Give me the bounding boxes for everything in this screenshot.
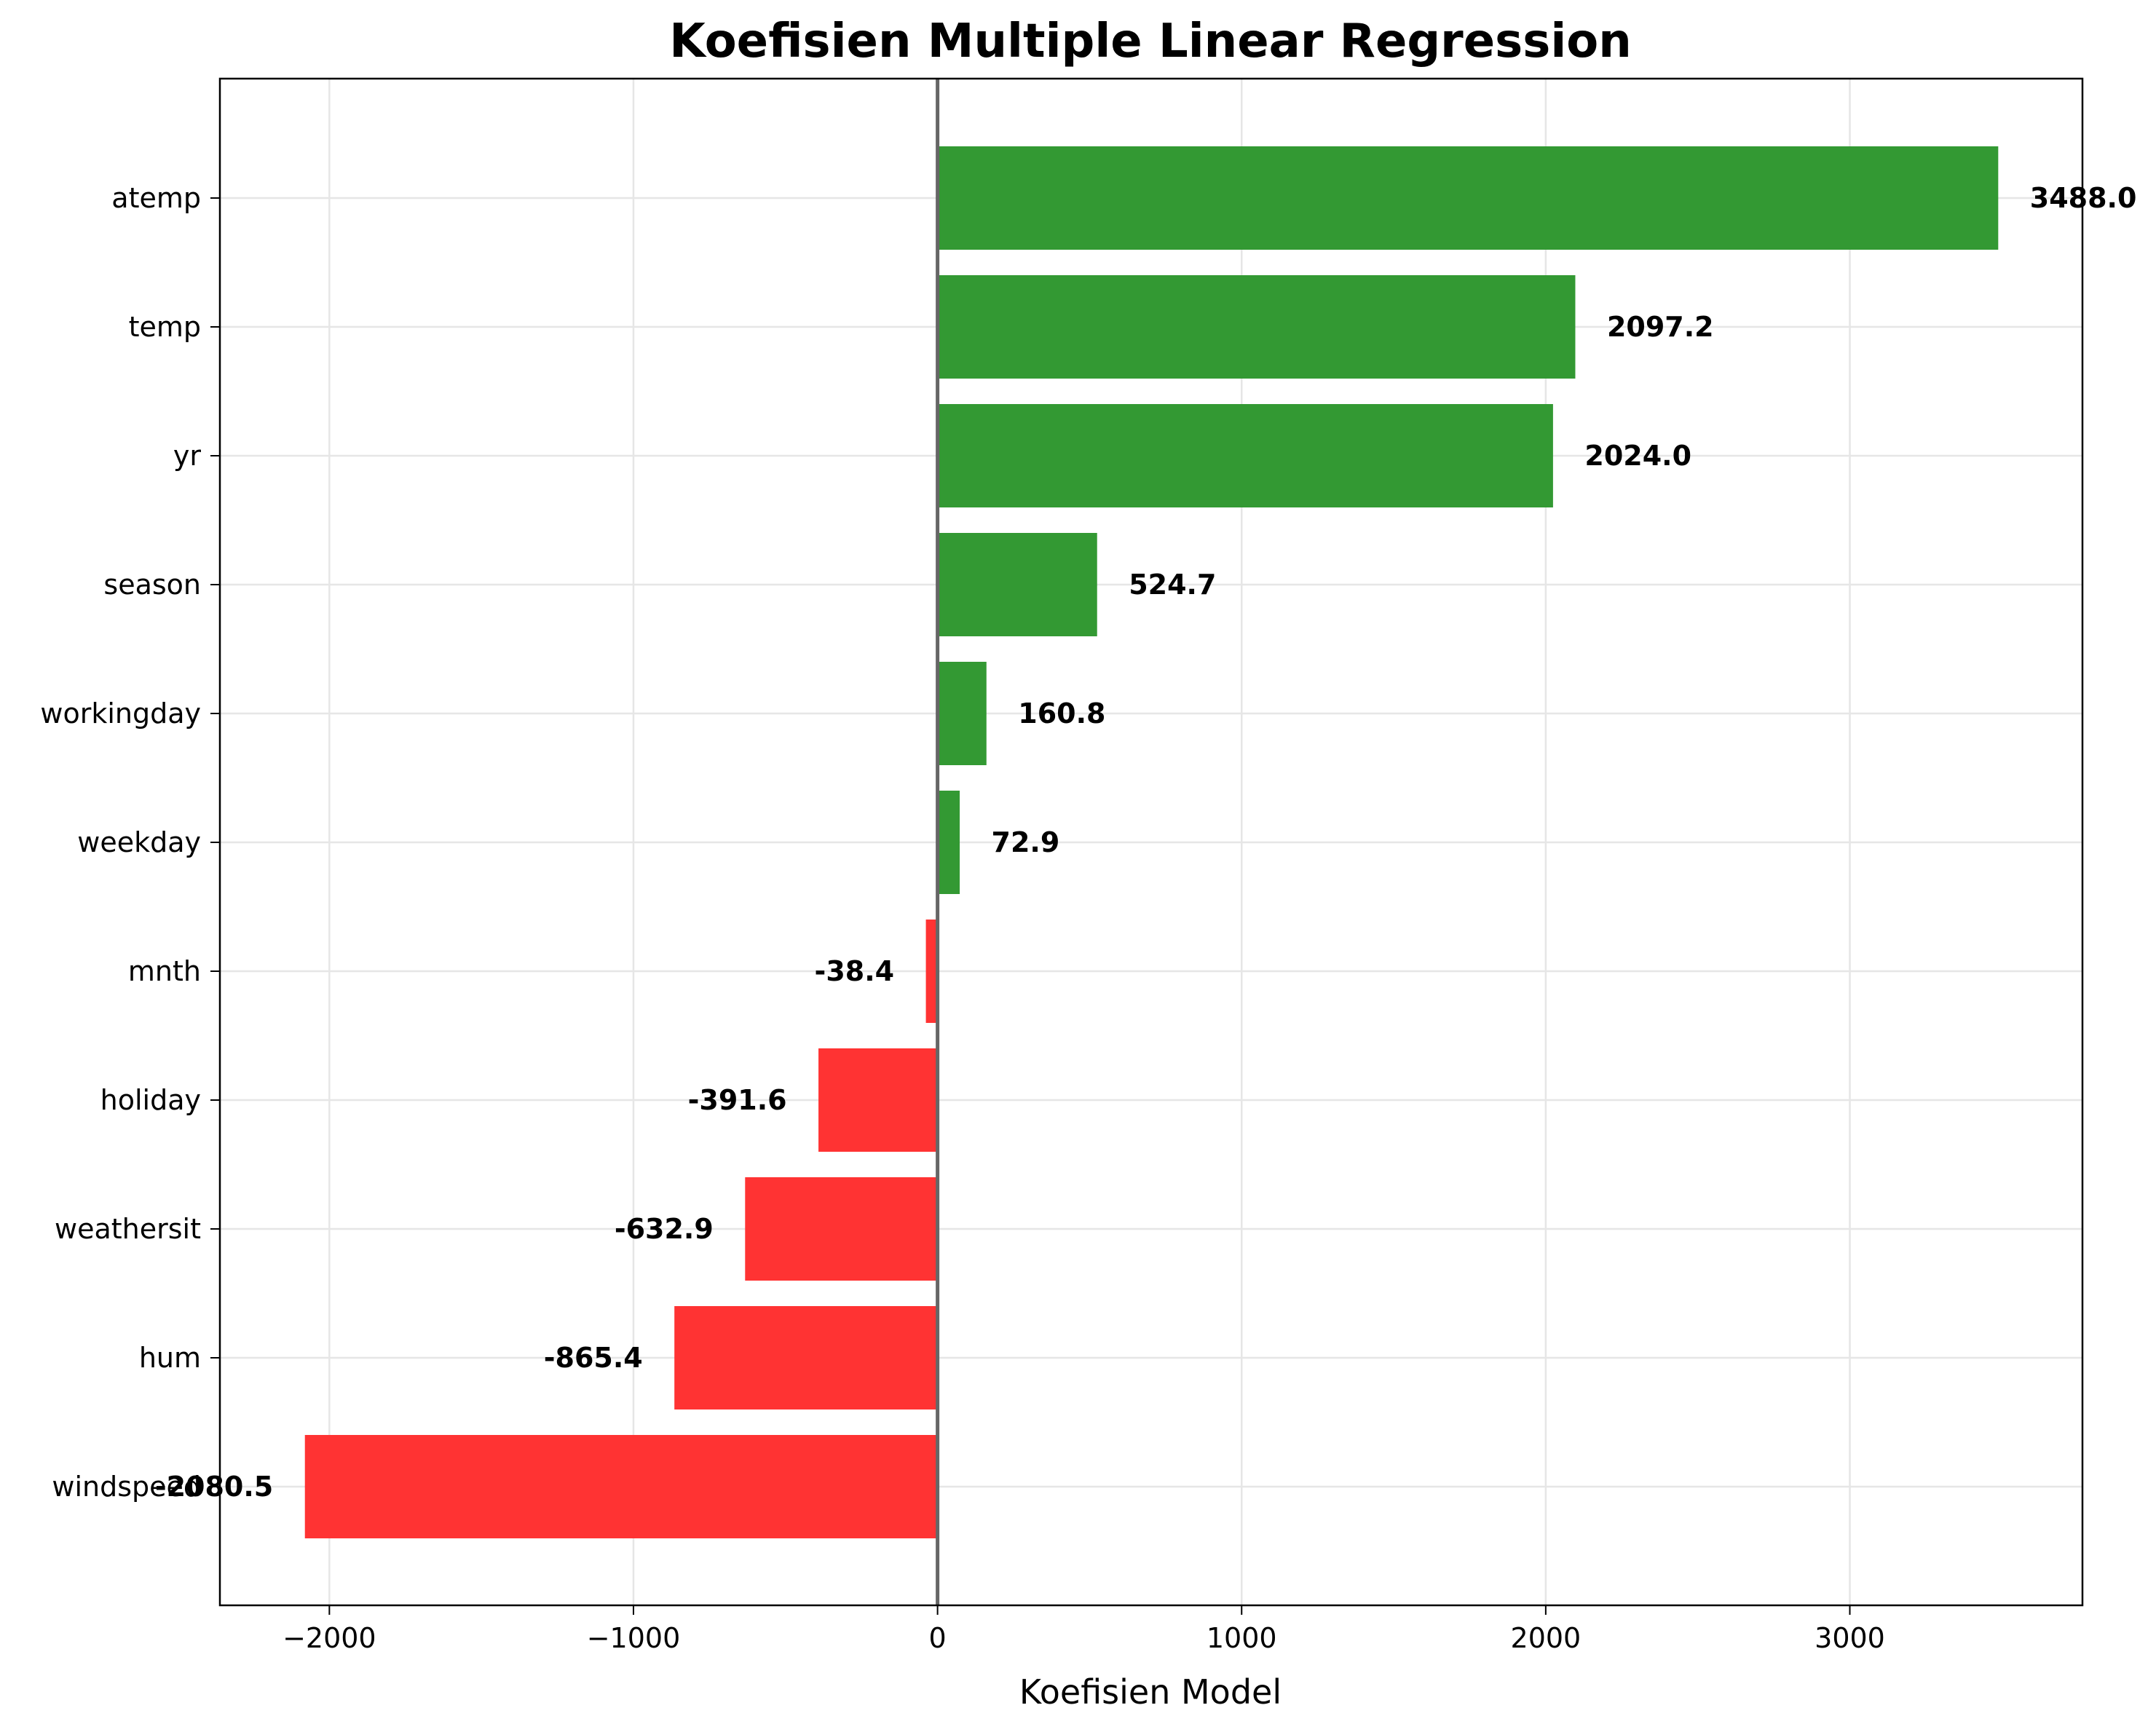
y-tick-label-temp: temp bbox=[129, 311, 201, 343]
x-axis-label: Koefisien Model bbox=[1019, 1672, 1282, 1712]
value-label-yr: 2024.0 bbox=[1584, 440, 1691, 472]
bar-mnth bbox=[925, 920, 938, 1023]
bar-labels: 3488.02097.22024.0524.7160.872.9-38.4-39… bbox=[155, 182, 2137, 1503]
bar-atemp bbox=[937, 146, 1999, 250]
bar-yr bbox=[937, 404, 1553, 507]
bar-workingday bbox=[937, 662, 987, 765]
y-axis-ticks: atemp temp yr season workingday weekday mnth ho… bbox=[40, 182, 220, 1503]
bar-weekday bbox=[937, 791, 960, 894]
bar-holiday bbox=[818, 1048, 938, 1152]
y-tick-label-weekday: weekday bbox=[77, 826, 201, 858]
x-tick-label: 3000 bbox=[1815, 1622, 1885, 1654]
y-tick-label-hum: hum bbox=[139, 1342, 201, 1374]
chart-title: Koefisien Multiple Linear Regression bbox=[669, 15, 1632, 68]
plot-frame bbox=[218, 77, 2084, 1607]
value-label-weekday: 72.9 bbox=[992, 826, 1060, 858]
y-tick-label-mnth: mnth bbox=[128, 955, 201, 987]
x-tick-label: −1000 bbox=[587, 1622, 681, 1654]
x-tick-label: 0 bbox=[929, 1622, 947, 1654]
x-tick-label: 1000 bbox=[1207, 1622, 1277, 1654]
x-tick-label: −2000 bbox=[283, 1622, 376, 1654]
value-label-season: 524.7 bbox=[1129, 569, 1216, 601]
bar-season bbox=[937, 533, 1097, 636]
x-tick-label: 2000 bbox=[1511, 1622, 1582, 1654]
y-tick-label-yr: yr bbox=[173, 440, 201, 472]
grid bbox=[220, 79, 2082, 1605]
bar-temp bbox=[937, 275, 1576, 379]
bar-windspeed bbox=[304, 1435, 938, 1538]
bar-hum bbox=[674, 1306, 938, 1409]
value-label-hum: -865.4 bbox=[544, 1342, 643, 1374]
value-label-mnth: -38.4 bbox=[815, 955, 895, 987]
value-label-holiday: -391.6 bbox=[688, 1084, 787, 1116]
bars bbox=[304, 146, 1999, 1538]
y-tick-label-workingday: workingday bbox=[40, 697, 201, 729]
bar-weathersit bbox=[745, 1177, 938, 1281]
value-label-weathersit: -632.9 bbox=[615, 1213, 714, 1245]
value-label-temp: 2097.2 bbox=[1607, 311, 1714, 343]
x-axis-ticks: −2000 −1000 0 1000 2000 3000 bbox=[283, 1605, 1885, 1654]
y-tick-label-holiday: holiday bbox=[100, 1084, 201, 1116]
y-tick-label-atemp: atemp bbox=[111, 182, 201, 214]
y-tick-label-windspeed: windspeed bbox=[52, 1471, 201, 1503]
y-tick-label-season: season bbox=[103, 569, 201, 601]
value-label-workingday: 160.8 bbox=[1018, 697, 1105, 729]
y-tick-label-weathersit: weathersit bbox=[55, 1213, 201, 1245]
